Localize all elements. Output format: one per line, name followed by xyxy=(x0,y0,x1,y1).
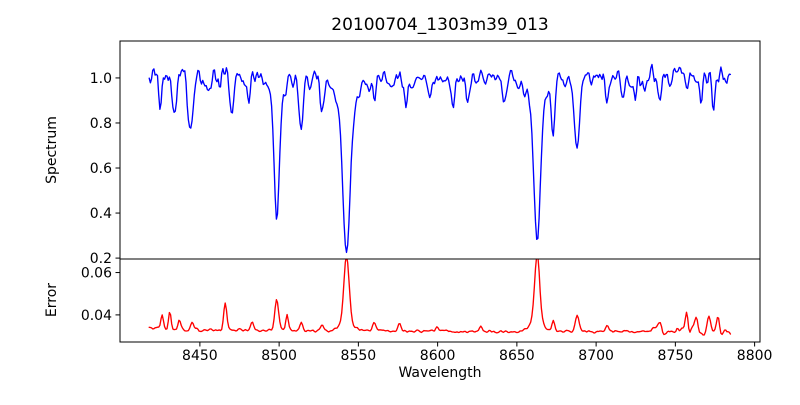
x-axis-ticks: 8450 8500 8550 8600 8650 8700 8750 8800 xyxy=(182,342,772,364)
spectrum-panel-border xyxy=(119,40,761,260)
y-tick-label: 0.06 xyxy=(81,266,112,282)
y-tick-label: 0.4 xyxy=(90,206,112,222)
x-tick-label: 8500 xyxy=(261,348,297,364)
error-y-ticks: 0.04 0.06 xyxy=(81,266,120,324)
y-tick-label: 1.0 xyxy=(90,71,112,87)
x-tick-label: 8550 xyxy=(341,348,377,364)
x-tick-label: 8450 xyxy=(182,348,218,364)
y-tick-label: 0.8 xyxy=(90,116,112,132)
y-tick-label: 0.6 xyxy=(90,161,112,177)
spectrum-line xyxy=(148,63,732,254)
figure-title: 20100704_1303m39_013 xyxy=(331,15,548,35)
y-tick-label: 0.04 xyxy=(81,308,112,324)
error-line xyxy=(148,259,732,336)
x-axis-label: Wavelength xyxy=(398,365,481,381)
error-y-axis-label: Error xyxy=(44,283,60,317)
error-panel-border xyxy=(119,258,761,343)
x-tick-label: 8700 xyxy=(578,348,614,364)
x-tick-label: 8600 xyxy=(420,348,456,364)
x-tick-label: 8800 xyxy=(737,348,773,364)
spectrum-y-ticks: 0.2 0.4 0.6 0.8 1.0 xyxy=(90,71,120,267)
y-tick-label: 0.2 xyxy=(90,251,112,267)
x-tick-label: 8650 xyxy=(499,348,535,364)
spectrum-y-axis-label: Spectrum xyxy=(44,116,60,184)
x-tick-label: 8750 xyxy=(658,348,694,364)
